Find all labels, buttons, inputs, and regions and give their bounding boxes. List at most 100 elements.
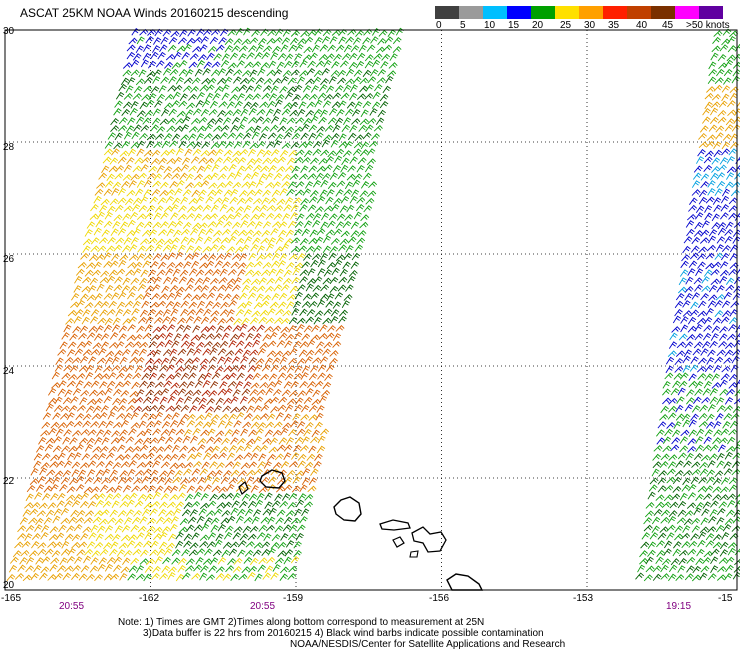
wind-barb <box>309 190 319 198</box>
wind-barb <box>114 454 125 461</box>
wind-barb <box>710 101 721 109</box>
wind-barb <box>357 230 367 238</box>
wind-barb <box>278 365 288 373</box>
wind-barb <box>71 499 81 508</box>
wind-barb <box>354 134 364 142</box>
wind-barb <box>109 157 119 165</box>
wind-barb <box>140 164 149 172</box>
wind-barb <box>725 221 734 230</box>
wind-barb <box>649 532 659 540</box>
wind-barb <box>688 429 697 437</box>
wind-barb <box>95 254 105 262</box>
wind-barb <box>211 372 221 380</box>
wind-barb <box>161 565 170 573</box>
wind-barb <box>62 572 72 581</box>
wind-barb <box>103 188 113 196</box>
wind-barb <box>713 420 722 429</box>
wind-barb <box>177 557 187 565</box>
wind-barb <box>89 565 99 573</box>
wind-barb <box>174 292 183 300</box>
wind-barb <box>159 470 169 478</box>
wind-barb <box>90 524 99 533</box>
wind-barb <box>704 205 713 213</box>
wind-barb <box>122 557 131 565</box>
wind-barb <box>161 285 170 294</box>
wind-barb <box>75 380 84 388</box>
wind-barb <box>347 165 356 173</box>
wind-barb <box>262 438 272 445</box>
wind-barb <box>116 341 125 349</box>
wind-barb <box>95 461 105 468</box>
wind-barb <box>206 52 215 61</box>
wind-barb <box>310 157 320 165</box>
wind-barb <box>78 365 88 372</box>
wind-barb <box>162 556 171 565</box>
wind-barb <box>207 500 217 508</box>
wind-barb <box>287 77 297 85</box>
wind-barb <box>366 158 376 166</box>
wind-barb <box>138 69 147 78</box>
wind-barb <box>94 333 103 341</box>
wind-barb <box>319 356 329 364</box>
wind-barb <box>165 510 175 517</box>
wind-barb <box>687 268 696 276</box>
wind-barb <box>710 278 720 286</box>
wind-barb <box>237 549 246 558</box>
wind-barb <box>719 269 729 277</box>
wind-barb <box>221 92 230 101</box>
wind-barb <box>734 493 740 500</box>
wind-barb <box>310 85 319 93</box>
wind-barb <box>186 524 195 532</box>
wind-barb <box>303 117 312 125</box>
wind-barb <box>158 324 168 332</box>
wind-barb <box>223 189 233 197</box>
wind-barb <box>709 396 719 405</box>
wind-barb <box>239 500 248 508</box>
wind-barb <box>130 69 140 77</box>
wind-barb <box>21 541 31 548</box>
wind-barb <box>344 181 354 190</box>
wind-barb <box>245 541 255 548</box>
wind-barb <box>171 549 181 557</box>
wind-barb <box>52 515 61 524</box>
wind-barb <box>247 76 257 85</box>
wind-barb <box>672 486 682 493</box>
wind-barb <box>696 156 705 164</box>
wind-barb <box>681 541 691 549</box>
wind-barb <box>713 141 722 150</box>
wind-barb <box>707 180 716 188</box>
wind-barb <box>156 126 166 134</box>
wind-barb <box>36 445 45 453</box>
wind-barb <box>224 387 233 396</box>
wind-barb <box>257 348 266 356</box>
wind-barb <box>246 438 256 446</box>
wind-barb <box>247 500 257 509</box>
wind-barb <box>186 420 196 428</box>
wind-barb <box>681 254 691 262</box>
wind-barb <box>707 460 716 468</box>
wind-barb <box>703 493 713 501</box>
wind-barb <box>255 44 264 53</box>
wind-barb <box>119 221 129 229</box>
wind-barb <box>73 524 83 532</box>
wind-barb <box>260 165 270 173</box>
wind-barb <box>180 236 189 245</box>
wind-barb <box>278 229 287 238</box>
wind-barb <box>29 508 39 516</box>
wind-barb <box>155 133 165 140</box>
wind-barb <box>194 277 204 286</box>
wind-barb <box>301 93 310 101</box>
wind-barb <box>121 108 130 116</box>
wind-barb <box>230 156 240 164</box>
wind-barb <box>724 451 733 460</box>
wind-barb <box>256 492 265 501</box>
wind-barb <box>183 324 192 333</box>
wind-barb <box>260 269 271 277</box>
wind-barb <box>209 277 219 285</box>
wind-barb <box>237 269 246 277</box>
wind-barb <box>310 468 319 476</box>
wind-barb <box>153 349 162 358</box>
wind-barb <box>157 477 166 485</box>
wind-barb <box>697 373 707 380</box>
wind-barb <box>64 500 73 508</box>
